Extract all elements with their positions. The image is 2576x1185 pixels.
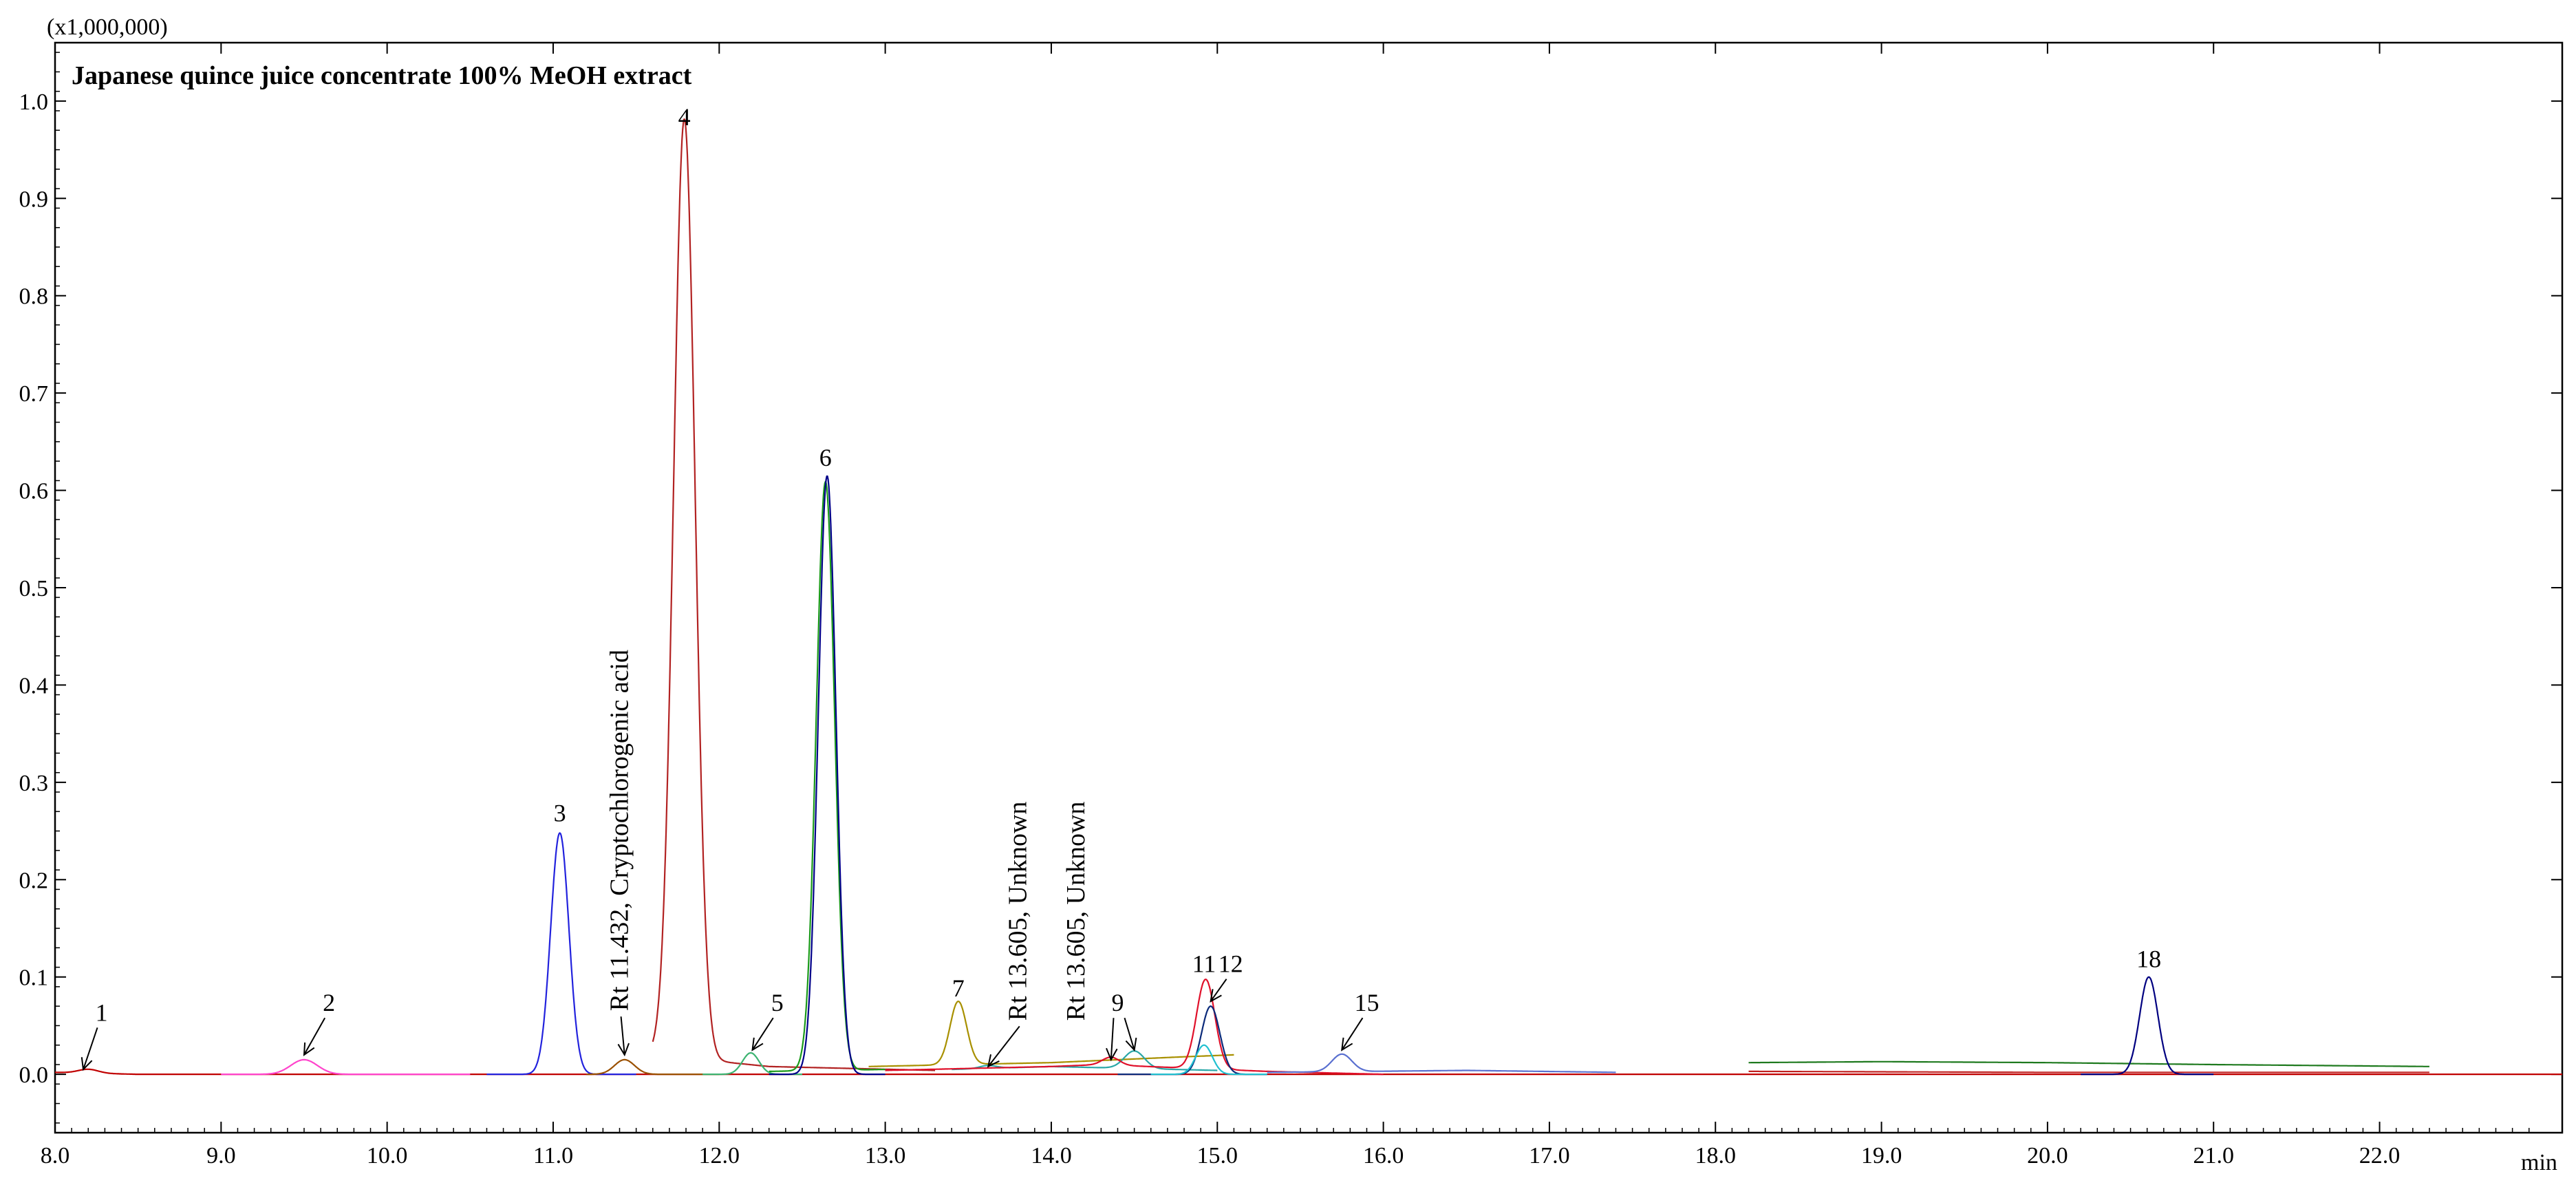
- trace-6: [769, 480, 886, 1073]
- trace-4: [652, 118, 936, 1071]
- traces: [54, 118, 2563, 1076]
- x-tick-label: 9.0: [206, 1143, 236, 1168]
- y-tick-label: 0.3: [19, 771, 49, 796]
- label-arrow: [80, 1027, 98, 1071]
- x-tick-label: 17.0: [1529, 1143, 1570, 1168]
- y-axis-multiplier: (x1,000,000): [47, 14, 168, 40]
- y-tick-label: 0.5: [19, 576, 49, 601]
- y-tick-label: 0.2: [19, 868, 49, 893]
- trace-0: [54, 1068, 2563, 1076]
- x-tick-label: 14.0: [1031, 1143, 1072, 1168]
- peak-label: 9: [1111, 989, 1124, 1016]
- peak-label: 7: [952, 974, 965, 1002]
- trace-8: [868, 1000, 1234, 1067]
- trace-15: [1748, 1070, 2430, 1074]
- label-arrow: [987, 1025, 1020, 1068]
- label-arrow: [1124, 1017, 1137, 1051]
- x-tick-label: 11.0: [533, 1143, 573, 1168]
- trace-3: [586, 1058, 720, 1076]
- x-tick-label: 15.0: [1197, 1143, 1238, 1168]
- y-tick-label: 0.1: [19, 965, 49, 991]
- peak-label: 2: [323, 989, 335, 1016]
- trace-9: [951, 1050, 1218, 1071]
- x-tick-label: 19.0: [1861, 1143, 1902, 1168]
- x-tick-label: 12.0: [699, 1143, 740, 1168]
- label-arrow: [751, 1017, 774, 1051]
- trace-2: [486, 832, 636, 1076]
- y-tick-label: 0.9: [19, 186, 49, 212]
- x-axis-label: min: [2521, 1150, 2557, 1175]
- annotation-label: Rt 11.432, Cryptochlorogenic acid: [605, 650, 634, 1011]
- peak-label: 1: [96, 999, 108, 1026]
- x-tick-label: 8.0: [41, 1143, 70, 1168]
- x-tick-label: 20.0: [2027, 1143, 2068, 1168]
- trace-14: [1748, 1060, 2430, 1067]
- peak-label: 11: [1192, 950, 1216, 978]
- trace-13: [1267, 1053, 1616, 1074]
- peak-label: 3: [554, 799, 566, 826]
- label-arrow: [303, 1017, 326, 1056]
- peak-label: 15: [1354, 989, 1379, 1016]
- peak-label: 18: [2136, 946, 2161, 973]
- annotation-label: Rt 13.605, Unknown: [1062, 802, 1091, 1021]
- peak-label: 4: [678, 103, 691, 131]
- x-tick-label: 10.0: [367, 1143, 408, 1168]
- label-arrow: [1106, 1018, 1118, 1062]
- peak-label: 12: [1219, 950, 1243, 978]
- peak-label: 5: [771, 989, 784, 1016]
- x-tick-label: 21.0: [2193, 1143, 2234, 1168]
- y-tick-label: 0.7: [19, 381, 49, 407]
- label-arrow: [1210, 979, 1227, 1003]
- x-tick-label: 18.0: [1695, 1143, 1736, 1168]
- chart-title: Japanese quince juice concentrate 100% M…: [72, 61, 692, 90]
- y-tick-label: 0.0: [19, 1063, 49, 1088]
- x-tick-label: 22.0: [2359, 1143, 2401, 1168]
- label-arrow: [617, 1016, 630, 1057]
- axes: 8.0 9.0 10.0 11.0 12.0 13.0 14.0 15.0 16.0 17.0 18…: [19, 43, 2562, 1168]
- annotation-label: Rt 13.605, Unknown: [1004, 802, 1033, 1021]
- trace-7: [769, 475, 886, 1076]
- x-tick-label: 13.0: [865, 1143, 906, 1168]
- trace-12: [1150, 1044, 1267, 1076]
- x-tick-label: 16.0: [1363, 1143, 1404, 1168]
- peak-label: 6: [819, 444, 832, 471]
- trace-16: [2081, 976, 2214, 1076]
- y-tick-label: 1.0: [19, 89, 49, 115]
- y-tick-label: 0.6: [19, 479, 49, 504]
- y-tick-label: 0.4: [19, 673, 49, 698]
- y-tick-label: 0.8: [19, 284, 49, 310]
- trace-1: [221, 1058, 471, 1076]
- label-arrow: [1341, 1017, 1364, 1051]
